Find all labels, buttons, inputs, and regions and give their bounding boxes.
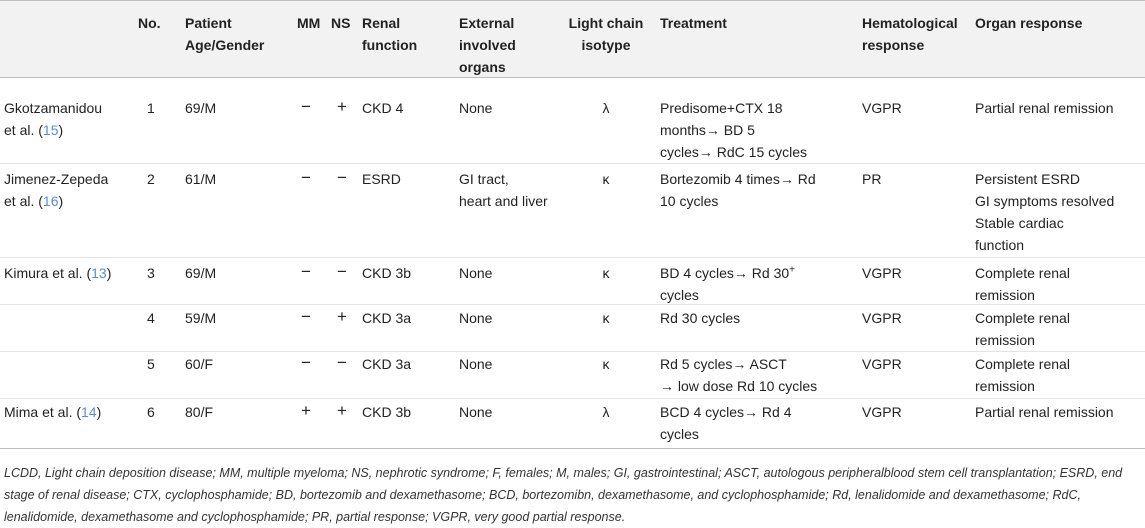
row6-treatment: BCD 4 cycles→ Rd 4 cycles: [660, 404, 792, 442]
row4-light: κ: [602, 310, 610, 326]
row5-treatment: Rd 5 cycles→ ASCT → low dose Rd 10 cycle…: [660, 356, 818, 394]
row-divider: [0, 304, 1145, 305]
row3-light: κ: [602, 265, 610, 281]
table-footnote: LCDD, Light chain deposition disease; MM…: [4, 466, 1123, 524]
row3-age: 69/M: [185, 265, 217, 281]
row1-light: λ: [602, 100, 610, 116]
row6-mm: +: [301, 401, 311, 420]
row2-author: Jimenez-Zepeda et al. (16): [4, 171, 109, 209]
header-renal-function: Renal function: [362, 15, 418, 53]
row2-treatment: Bortezomib 4 times→ Rd 10 cycles: [660, 171, 816, 209]
row6-age: 80/F: [185, 404, 214, 420]
row3-author: Kimura et al. (13): [4, 265, 112, 281]
row2-age: 61/M: [185, 171, 217, 187]
row4-age: 59/M: [185, 310, 217, 326]
header-mm: MM: [297, 15, 321, 31]
row3-organs: None: [459, 265, 493, 281]
row6-ref-link[interactable]: 14: [81, 404, 97, 420]
row-divider: [0, 351, 1145, 352]
row1-author: Gkotzamanidou et al. (15): [4, 100, 103, 138]
header-no: No.: [138, 15, 161, 31]
table-bottom-rule: [0, 448, 1145, 449]
row2-organs: GI tract, heart and liver: [459, 171, 548, 209]
table-header-background: [0, 0, 1145, 77]
row1-no: 1: [147, 100, 155, 116]
header-external-organs: External involved organs: [459, 15, 516, 75]
row2-ns: −: [337, 168, 347, 187]
header-ns: NS: [331, 15, 351, 31]
row3-mm: −: [301, 262, 311, 281]
row-divider: [0, 163, 1145, 164]
row2-light: κ: [602, 171, 610, 187]
row2-no: 2: [147, 171, 155, 187]
row2-mm: −: [301, 168, 311, 187]
row1-organs: None: [459, 100, 493, 116]
row1-ns: +: [337, 97, 347, 116]
row6-author: Mima et al. (14): [4, 404, 102, 420]
row2-renal: ESRD: [362, 171, 401, 187]
row5-age: 60/F: [185, 356, 214, 372]
row3-treatment: BD 4 cycles→ Rd 30+ cycles: [660, 264, 796, 303]
row5-renal: CKD 3a: [362, 356, 412, 372]
header-hematological-response: Hematological response: [862, 15, 958, 53]
row-divider: [0, 398, 1145, 399]
row1-ref-link[interactable]: 15: [42, 122, 59, 138]
row6-renal: CKD 3b: [362, 404, 412, 420]
row1-organ-response: Partial renal remission: [975, 100, 1114, 116]
row2-hema: PR: [862, 171, 882, 187]
header-organ-response: Organ response: [975, 15, 1083, 31]
row3-ns: −: [337, 262, 347, 281]
row2-ref-link[interactable]: 16: [42, 193, 59, 209]
row4-organs: None: [459, 310, 493, 326]
header-light-chain: Light chain isotype: [568, 15, 644, 53]
row-divider: [0, 257, 1145, 258]
row4-no: 4: [147, 310, 155, 326]
row3-no: 3: [147, 265, 155, 281]
row6-no: 6: [147, 404, 155, 420]
row6-hema: VGPR: [862, 404, 902, 420]
row1-treatment: Predisome+CTX 18 months→ BD 5 cycles→ Rd…: [660, 100, 808, 160]
row6-ns: +: [337, 401, 347, 420]
row5-ns: −: [337, 353, 347, 372]
header-bottom-rule: [0, 77, 1145, 78]
row4-hema: VGPR: [862, 310, 902, 326]
row4-mm: −: [301, 307, 311, 326]
row5-mm: −: [301, 353, 311, 372]
row1-age: 69/M: [185, 100, 217, 116]
row6-organs: None: [459, 404, 493, 420]
row3-renal: CKD 3b: [362, 265, 412, 281]
row5-organ-response: Complete renal remission: [975, 356, 1070, 394]
row5-light: κ: [602, 356, 610, 372]
row3-hema: VGPR: [862, 265, 902, 281]
row1-hema: VGPR: [862, 100, 902, 116]
header-age-gender: Patient Age/Gender: [185, 15, 265, 53]
row6-light: λ: [602, 404, 610, 420]
row1-mm: −: [301, 97, 311, 116]
row3-organ-response: Complete renal remission: [975, 265, 1070, 303]
row4-organ-response: Complete renal remission: [975, 310, 1070, 348]
header-treatment: Treatment: [660, 15, 727, 31]
row2-organ-response: Persistent ESRD GI symptoms resolved Sta…: [975, 171, 1115, 253]
row6-organ-response: Partial renal remission: [975, 404, 1114, 420]
row3-ref-link[interactable]: 13: [91, 265, 107, 281]
row4-ns: +: [337, 307, 347, 326]
row5-organs: None: [459, 356, 493, 372]
row5-hema: VGPR: [862, 356, 902, 372]
row1-renal: CKD 4: [362, 100, 404, 116]
table-top-rule: [0, 0, 1145, 1]
row4-renal: CKD 3a: [362, 310, 412, 326]
row5-no: 5: [147, 356, 155, 372]
row4-treatment: Rd 30 cycles: [660, 310, 741, 326]
